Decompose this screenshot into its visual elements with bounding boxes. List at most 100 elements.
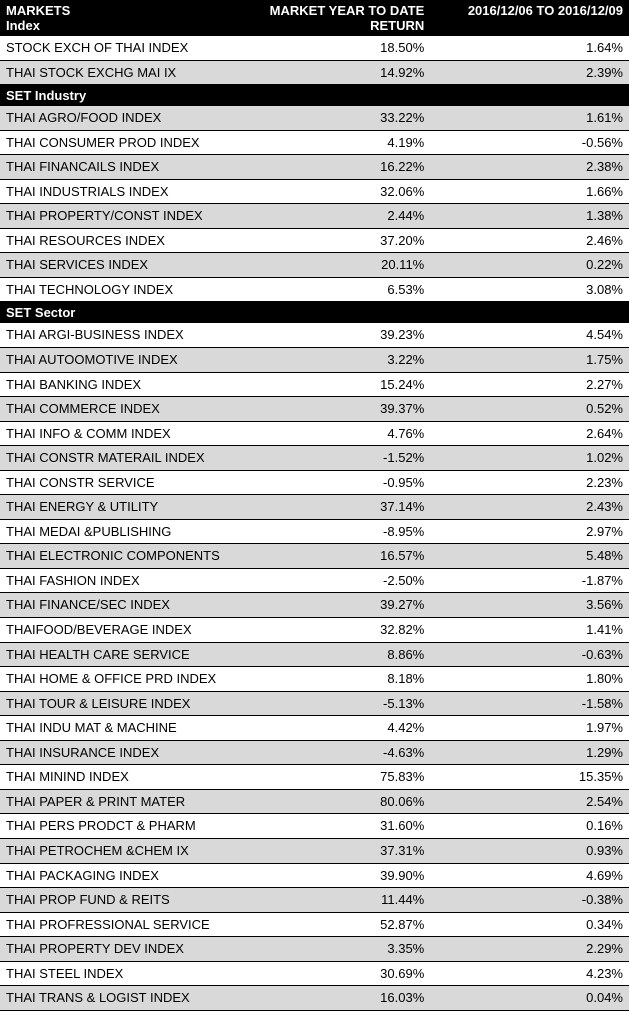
row-ytd: 4.19%	[238, 130, 430, 155]
table-row: THAI CONSTR MATERAIL INDEX-1.52%1.02%	[0, 446, 629, 471]
table-row: THAI FINANCE/SEC INDEX39.27%3.56%	[0, 593, 629, 618]
table-row: THAI ELECTRONIC COMPONENTS16.57%5.48%	[0, 544, 629, 569]
row-period: 1.41%	[430, 618, 629, 643]
table-row: THAI TECHNOLOGY INDEX6.53%3.08%	[0, 277, 629, 302]
row-period: 5.48%	[430, 544, 629, 569]
row-ytd: 30.69%	[238, 961, 430, 986]
table-row: THAI INDUSTRIALS INDEX32.06%1.66%	[0, 179, 629, 204]
row-period: 2.46%	[430, 228, 629, 253]
table-row: THAI COMMERCE INDEX39.37%0.52%	[0, 397, 629, 422]
table-row: THAI INDU MAT & MACHINE4.42%1.97%	[0, 716, 629, 741]
row-name: THAI SERVICES INDEX	[0, 253, 238, 278]
table-row: THAI TOUR & LEISURE INDEX-5.13%-1.58%	[0, 691, 629, 716]
row-ytd: -0.95%	[238, 470, 430, 495]
row-ytd: 39.37%	[238, 397, 430, 422]
table-row: THAI HOME & OFFICE PRD INDEX8.18%1.80%	[0, 667, 629, 692]
row-ytd: 2.44%	[238, 204, 430, 229]
row-period: 3.56%	[430, 593, 629, 618]
header-markets-line1: MARKETS	[6, 3, 232, 18]
row-name: THAI FINANCE/SEC INDEX	[0, 593, 238, 618]
row-ytd: 37.14%	[238, 495, 430, 520]
header-markets: MARKETSIndex	[0, 0, 238, 36]
row-name: THAI MININD INDEX	[0, 765, 238, 790]
header-ytd: MARKET YEAR TO DATE RETURN	[238, 0, 430, 36]
row-name: THAI PAPER & PRINT MATER	[0, 789, 238, 814]
row-ytd: 4.76%	[238, 421, 430, 446]
row-ytd: 8.86%	[238, 642, 430, 667]
row-period: 1.02%	[430, 446, 629, 471]
row-name: THAI PROP FUND & REITS	[0, 888, 238, 913]
row-period: 1.29%	[430, 740, 629, 765]
row-period: 0.34%	[430, 912, 629, 937]
table-row: THAI ARGI-BUSINESS INDEX39.23%4.54%	[0, 323, 629, 347]
row-ytd: 16.22%	[238, 155, 430, 180]
row-name: THAI MEDAI &PUBLISHING	[0, 519, 238, 544]
row-ytd: 80.06%	[238, 789, 430, 814]
row-name: THAI PROPERTY/CONST INDEX	[0, 204, 238, 229]
table-row: THAIFOOD/BEVERAGE INDEX32.82%1.41%	[0, 618, 629, 643]
row-name: THAI STEEL INDEX	[0, 961, 238, 986]
row-name: THAI PROPERTY DEV INDEX	[0, 937, 238, 962]
row-ytd: 32.06%	[238, 179, 430, 204]
row-ytd: 18.50%	[238, 36, 430, 60]
row-ytd: 16.57%	[238, 544, 430, 569]
row-name: THAI TRANS & LOGIST INDEX	[0, 986, 238, 1011]
row-period: 3.08%	[430, 277, 629, 302]
row-period: 1.64%	[430, 36, 629, 60]
table-row: THAI STOCK EXCHG MAI IX14.92%2.39%	[0, 60, 629, 85]
row-name: THAI FASHION INDEX	[0, 568, 238, 593]
row-name: THAI ELECTRONIC COMPONENTS	[0, 544, 238, 569]
table-row: THAI MININD INDEX75.83%15.35%	[0, 765, 629, 790]
row-period: 0.04%	[430, 986, 629, 1011]
section-header: SET Sector	[0, 302, 629, 324]
row-name: THAI CONSTR SERVICE	[0, 470, 238, 495]
row-ytd: 3.35%	[238, 937, 430, 962]
row-period: 0.16%	[430, 814, 629, 839]
row-name: THAI CONSUMER PROD INDEX	[0, 130, 238, 155]
row-period: 2.64%	[430, 421, 629, 446]
table-row: THAI PAPER & PRINT MATER80.06%2.54%	[0, 789, 629, 814]
row-ytd: 39.90%	[238, 863, 430, 888]
row-period: -1.87%	[430, 568, 629, 593]
row-period: 2.43%	[430, 495, 629, 520]
row-period: 1.97%	[430, 716, 629, 741]
row-period: 1.38%	[430, 204, 629, 229]
row-period: 1.80%	[430, 667, 629, 692]
row-period: 1.66%	[430, 179, 629, 204]
row-ytd: 4.42%	[238, 716, 430, 741]
row-ytd: -4.63%	[238, 740, 430, 765]
table-row: THAI BANKING INDEX15.24%2.27%	[0, 372, 629, 397]
row-name: THAI ARGI-BUSINESS INDEX	[0, 323, 238, 347]
row-name: THAI INDU MAT & MACHINE	[0, 716, 238, 741]
row-name: THAI HOME & OFFICE PRD INDEX	[0, 667, 238, 692]
row-ytd: 32.82%	[238, 618, 430, 643]
row-period: 2.23%	[430, 470, 629, 495]
row-period: 4.69%	[430, 863, 629, 888]
row-ytd: 31.60%	[238, 814, 430, 839]
row-name: THAIFOOD/BEVERAGE INDEX	[0, 618, 238, 643]
row-period: -1.58%	[430, 691, 629, 716]
table-row: THAI PROP FUND & REITS11.44%-0.38%	[0, 888, 629, 913]
row-ytd: 33.22%	[238, 106, 430, 130]
row-ytd: 6.53%	[238, 277, 430, 302]
row-period: 2.39%	[430, 60, 629, 85]
row-period: 4.23%	[430, 961, 629, 986]
row-period: 4.54%	[430, 323, 629, 347]
header-markets-line2: Index	[6, 18, 232, 33]
row-period: -0.63%	[430, 642, 629, 667]
header-period: 2016/12/06 TO 2016/12/09	[430, 0, 629, 36]
row-period: 0.93%	[430, 838, 629, 863]
row-ytd: 8.18%	[238, 667, 430, 692]
row-ytd: -5.13%	[238, 691, 430, 716]
row-name: THAI PACKAGING INDEX	[0, 863, 238, 888]
row-ytd: 15.24%	[238, 372, 430, 397]
header-row: MARKETSIndexMARKET YEAR TO DATE RETURN20…	[0, 0, 629, 36]
table-row: THAI FINANCAILS INDEX16.22%2.38%	[0, 155, 629, 180]
section-title: SET Industry	[0, 85, 629, 107]
table-row: THAI RESOURCES INDEX37.20%2.46%	[0, 228, 629, 253]
row-period: 2.97%	[430, 519, 629, 544]
table-row: THAI FASHION INDEX-2.50%-1.87%	[0, 568, 629, 593]
section-header: SET Industry	[0, 85, 629, 107]
section-title: SET Sector	[0, 302, 629, 324]
row-name: THAI HEALTH CARE SERVICE	[0, 642, 238, 667]
